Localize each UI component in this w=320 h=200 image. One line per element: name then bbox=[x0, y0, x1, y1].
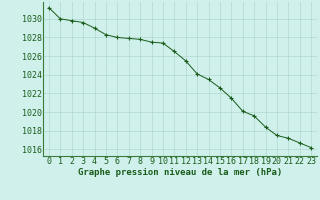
X-axis label: Graphe pression niveau de la mer (hPa): Graphe pression niveau de la mer (hPa) bbox=[78, 168, 282, 177]
